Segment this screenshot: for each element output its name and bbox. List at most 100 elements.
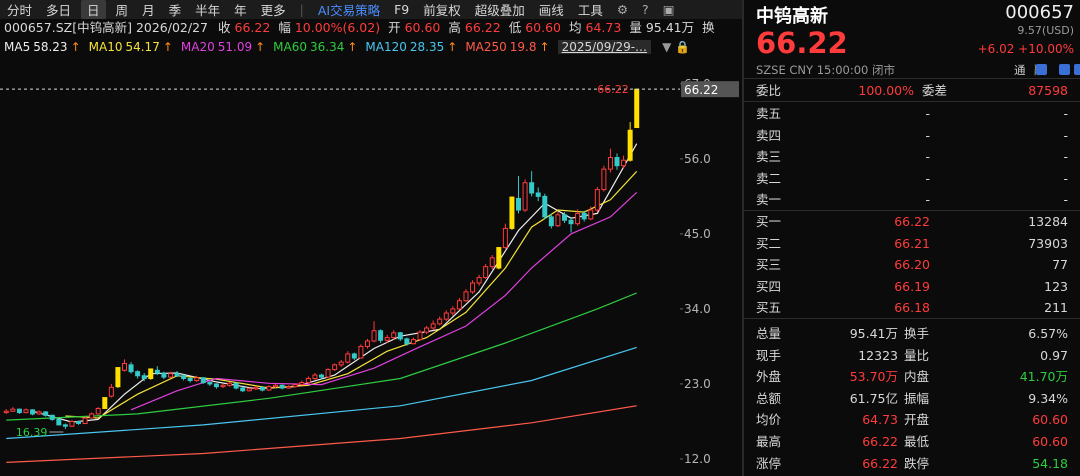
high-annotation: 66.22 [597, 83, 629, 96]
tag-icon[interactable] [1036, 64, 1047, 75]
field-value: 10.00%(6.02) [294, 20, 381, 35]
period-tab[interactable]: 月 [142, 3, 155, 18]
period-tab[interactable]: 季 [168, 3, 182, 18]
field-label: 开 [388, 20, 401, 35]
y-tick-label: 45.0 [684, 227, 711, 241]
cell: 60.60 [1032, 434, 1068, 449]
cell: 211 [1044, 300, 1068, 315]
candle-body [207, 382, 213, 385]
legend-arrow: ↑ [539, 40, 550, 54]
candle-body [181, 375, 187, 379]
legend-name: MA60 [273, 40, 307, 54]
candle-body [49, 414, 55, 420]
period-tab[interactable]: 分时 [7, 3, 33, 18]
candle-body [410, 339, 416, 345]
row: 卖五 - - [744, 103, 1080, 124]
cell: - [1063, 192, 1068, 207]
row: 现手 12323 量比 0.97 [744, 345, 1080, 366]
period-tab[interactable]: 年 [234, 3, 247, 18]
legend-name: MA120 [365, 40, 407, 54]
candle-body [128, 364, 134, 373]
candle-body [89, 413, 95, 419]
cell: - [925, 170, 930, 186]
candle-body [351, 353, 357, 359]
tag-icon[interactable] [1059, 64, 1070, 75]
icon-button[interactable]: ▣ [662, 2, 675, 17]
price-tag-label: 66.22 [684, 83, 718, 97]
legend-arrow: ↑ [70, 40, 81, 54]
period-tab[interactable]: 多日 [46, 3, 72, 18]
dropdown-icon[interactable]: ▼ 🔒 [662, 40, 691, 54]
row: 买四 66.19 123 [744, 276, 1080, 297]
candle-body [286, 386, 292, 389]
candle-body [575, 212, 581, 225]
symbol: 000657.SZ[中钨高新] [4, 20, 132, 35]
field-value: 60.60 [404, 20, 441, 35]
legend-name: MA5 [4, 40, 31, 54]
change: +6.02 +10.00% [977, 42, 1074, 56]
candle-body [213, 383, 219, 388]
cell: - [1063, 149, 1068, 164]
cell: 外盘 [756, 369, 782, 385]
period-tab[interactable]: 更多 [260, 3, 286, 18]
tool-button[interactable]: 超级叠加 [474, 3, 525, 18]
tool-button[interactable]: AI交易策略 [317, 3, 381, 18]
candle-body [463, 291, 469, 302]
field-value: 64.73 [585, 20, 622, 35]
legend-name: MA250 [465, 40, 507, 54]
icon-button[interactable]: ⚙ [616, 2, 629, 17]
range-label[interactable]: 2025/09/29-… [557, 40, 652, 54]
candle-body [56, 418, 62, 426]
candle-body [489, 257, 495, 268]
candle-body [187, 377, 193, 382]
tool-button[interactable]: 前复权 [423, 3, 461, 18]
candle-body [548, 216, 554, 227]
candle-body [82, 417, 88, 424]
market-status: SZSE CNY 15:00:00 闭市 [756, 63, 896, 77]
candle-body [273, 384, 279, 388]
candle-body [588, 209, 594, 220]
tag: 通 [1014, 63, 1026, 77]
tool-button[interactable]: 工具 [577, 3, 603, 18]
legend-name: MA20 [180, 40, 215, 54]
cell: - [925, 149, 930, 164]
cell: 53.70万 [849, 369, 898, 385]
candle-body [601, 168, 607, 191]
cell: 量比 [904, 347, 930, 363]
cell: 12323 [858, 347, 898, 363]
period-tab[interactable]: 半年 [195, 3, 221, 18]
row: 买五 66.18 211 [744, 297, 1080, 318]
row: 买一 66.22 13284 [744, 211, 1080, 232]
candle-body [161, 372, 167, 378]
field-value: 66.22 [234, 20, 271, 35]
cell: 现手 [756, 347, 782, 363]
candle-body [470, 282, 476, 293]
candle-body [246, 388, 252, 392]
candle-body [391, 332, 397, 339]
toolbar-separator: | [299, 2, 304, 17]
tool-button[interactable]: F9 [394, 2, 410, 17]
candle-body [332, 364, 338, 371]
candle-body [378, 330, 384, 341]
icon-button[interactable]: ? [642, 2, 649, 17]
candle-body [292, 384, 298, 388]
candle-body [424, 327, 430, 333]
cell: 卖三 [756, 149, 782, 164]
tag-icon[interactable] [1074, 64, 1080, 75]
cell: 66.18 [894, 300, 930, 315]
cell: 委比 [756, 83, 782, 98]
cell: 内盘 [904, 369, 930, 385]
cell: 最高 [756, 434, 782, 449]
candle-body [10, 408, 16, 412]
period-tab[interactable]: 日 [81, 0, 106, 19]
cell: 总量 [756, 326, 782, 341]
tool-button[interactable]: 画线 [538, 3, 564, 18]
legend-value: 19.8 [509, 40, 537, 54]
divider [744, 210, 1080, 211]
candle-body [384, 337, 390, 341]
period-tab[interactable]: 周 [115, 3, 129, 18]
candle-body [607, 157, 613, 170]
candle-body [102, 397, 108, 409]
candle-body [535, 192, 541, 197]
